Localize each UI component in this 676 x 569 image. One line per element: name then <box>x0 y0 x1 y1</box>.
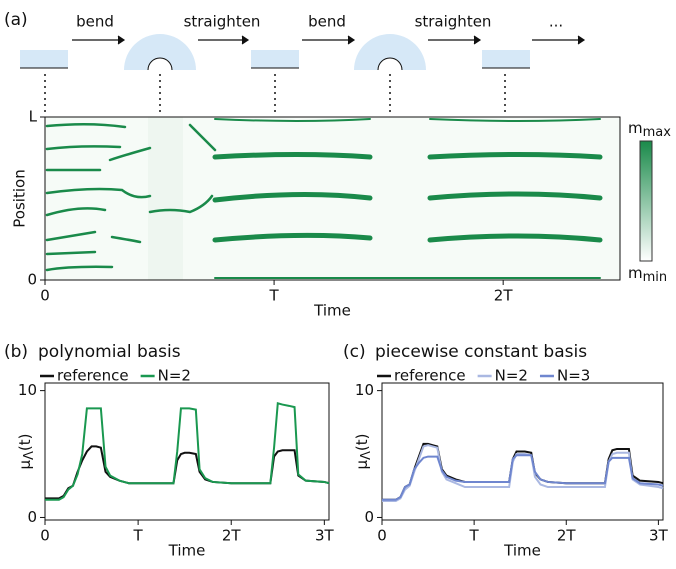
label-part: (t) <box>353 433 371 451</box>
x-tick-label: 3T <box>315 527 335 545</box>
x-tick-label: 0 <box>40 527 50 545</box>
plot-frame <box>44 116 621 281</box>
y-tick-label: L <box>29 108 38 126</box>
legend-label: N=2 <box>495 367 528 385</box>
series-line <box>45 402 330 501</box>
schematic <box>20 34 586 113</box>
label-part: m <box>628 119 643 137</box>
colorbar <box>639 140 653 262</box>
panel-title: piecewise constant basis <box>375 342 587 362</box>
label-part: μ <box>16 460 34 470</box>
label-part: μ <box>353 460 371 470</box>
panel-label: (c) <box>343 342 366 362</box>
step-label: bend <box>308 13 346 31</box>
legend-label: N=2 <box>158 367 191 385</box>
label-part: max <box>643 125 672 140</box>
y-axis-label: Position <box>11 169 29 227</box>
step-label: straighten <box>415 13 492 31</box>
step-label: straighten <box>184 13 261 31</box>
label-part: Λ <box>22 451 37 460</box>
heatmap-image <box>45 117 620 280</box>
y-tick-label: 0 <box>27 508 37 526</box>
x-tick-label: T <box>268 287 279 305</box>
label-part: (t) <box>16 433 34 451</box>
x-tick-label: 2T <box>494 287 514 305</box>
legend-label: reference <box>394 367 466 385</box>
colorbar-min: mmin <box>628 264 667 285</box>
x-axis-label: Time <box>168 542 206 560</box>
y-tick-label: 0 <box>364 508 374 526</box>
label-part: m <box>628 264 643 282</box>
x-tick-label: 3T <box>649 527 669 545</box>
step-label: bend <box>76 13 114 31</box>
plot-frame <box>381 382 664 521</box>
axis-label: μΛ(t) <box>16 433 37 469</box>
legend-label: reference <box>57 367 129 385</box>
x-tick-label: 2T <box>557 527 577 545</box>
x-axis-label: Time <box>503 542 541 560</box>
panel-label: (b) <box>4 342 28 362</box>
panel-label: (a) <box>4 10 28 30</box>
x-tick-label: T <box>133 527 144 545</box>
axis-label: μΛ(t) <box>353 433 374 469</box>
y-tick-label: 10 <box>18 381 37 399</box>
plot-frame <box>44 382 330 521</box>
x-tick-label: 2T <box>222 527 242 545</box>
label-part: min <box>643 270 668 285</box>
series-line <box>382 444 664 502</box>
series-line <box>382 454 664 501</box>
x-tick-label: 0 <box>377 527 387 545</box>
x-tick-label: 0 <box>40 287 50 305</box>
label-part: Λ <box>359 451 374 460</box>
x-tick-label: T <box>469 527 480 545</box>
panel-title: polynomial basis <box>38 342 181 362</box>
y-tick-label: 0 <box>27 271 37 289</box>
step-label: ... <box>549 13 563 31</box>
x-axis-label: Time <box>313 302 351 320</box>
legend-label: N=3 <box>557 367 590 385</box>
series-line <box>45 445 330 500</box>
y-tick-label: 10 <box>355 381 374 399</box>
colorbar-max: mmax <box>628 119 671 140</box>
